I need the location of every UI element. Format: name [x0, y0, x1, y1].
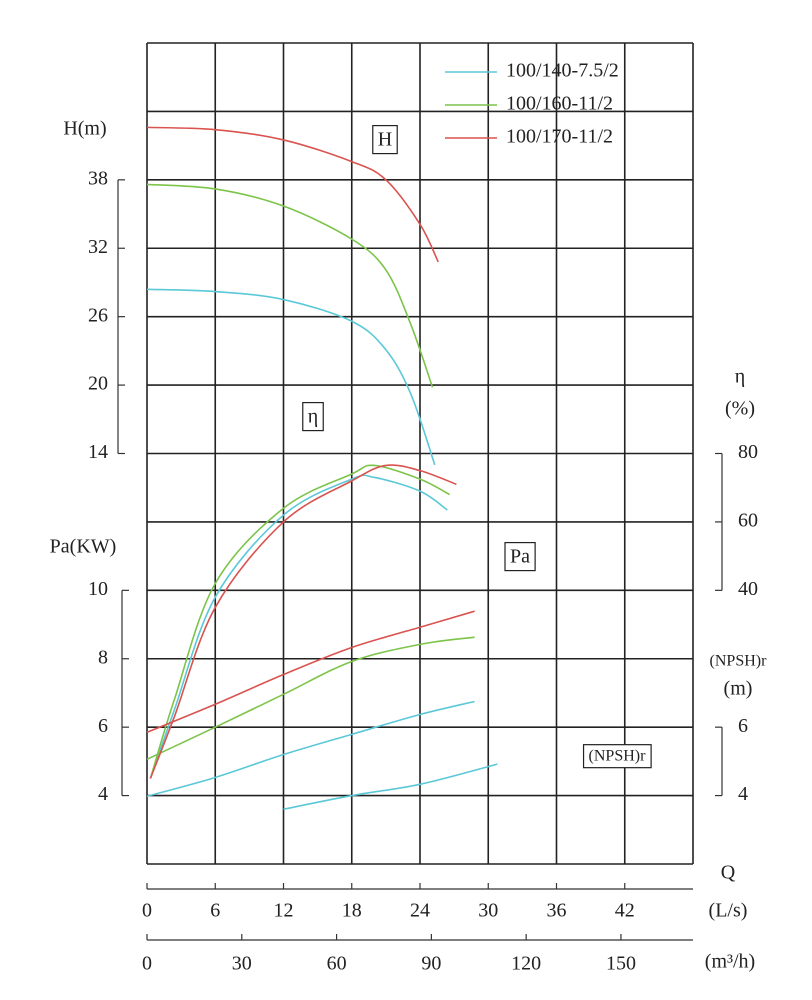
x-tick-label: 120 — [511, 953, 541, 975]
legend-label: 100/160-11/2 — [506, 93, 613, 115]
y-tick-label: 26 — [88, 304, 108, 326]
x-tick-label: 18 — [342, 900, 362, 922]
annotation-box — [302, 401, 324, 432]
x-axis-unit: (L/s) — [709, 900, 748, 922]
y-tick-label: 32 — [88, 236, 108, 258]
y-tick-label: 38 — [88, 167, 108, 189]
x-tick-label: 0 — [142, 900, 152, 922]
y-tick-label: 14 — [88, 441, 108, 463]
curve — [146, 636, 475, 761]
x-tick-label: 36 — [547, 900, 567, 922]
annotation: (NPSH)r — [589, 748, 647, 765]
x-tick-label: 24 — [410, 900, 430, 922]
curve — [149, 464, 457, 779]
y-tick-label: 4 — [738, 783, 748, 805]
annotation-box — [372, 124, 398, 155]
x-tick-label: 60 — [327, 953, 347, 975]
y-tick-label: 6 — [738, 715, 748, 737]
x-tick-label: 12 — [274, 900, 294, 922]
curve — [283, 763, 498, 811]
x-axis-label: Q — [721, 862, 736, 884]
y2-axis-label: η — [735, 366, 745, 388]
x-tick-label: 30 — [232, 953, 252, 975]
y4-axis-unit: (m) — [724, 678, 753, 700]
y3-axis-label: Pa(KW) — [50, 536, 117, 558]
annotation-box — [582, 744, 652, 769]
y4-axis-label: (NPSH)r — [710, 653, 768, 670]
curve — [146, 126, 439, 263]
x-tick-label: 6 — [210, 900, 220, 922]
y-tick-label: 4 — [98, 783, 108, 805]
x-tick-label: 42 — [615, 900, 635, 922]
annotation-box — [504, 541, 536, 572]
y-tick-label: 10 — [88, 578, 108, 600]
y2-axis-unit: (%) — [725, 398, 755, 420]
x-tick-label: 0 — [142, 953, 152, 975]
y-tick-label: 20 — [88, 373, 108, 395]
y-tick-label: 8 — [98, 646, 108, 668]
curve — [146, 700, 475, 798]
y-tick-label: 6 — [98, 715, 108, 737]
y-tick-label: 60 — [738, 510, 758, 532]
curve — [149, 464, 450, 779]
x-tick-label: 30 — [478, 900, 498, 922]
curve — [146, 610, 475, 734]
annotation: H — [378, 129, 392, 151]
y-axis-label: H(m) — [63, 118, 106, 140]
x-tick-label: 90 — [421, 953, 441, 975]
legend-label: 100/170-11/2 — [506, 126, 613, 148]
curve — [146, 288, 436, 466]
legend-label: 100/140-7.5/2 — [506, 60, 619, 82]
y-tick-label: 80 — [738, 441, 758, 463]
x-tick-label: 150 — [606, 953, 636, 975]
y-tick-label: 40 — [738, 578, 758, 600]
x2-axis-label: (m³/h) — [705, 951, 755, 973]
annotation: Pa — [510, 546, 530, 568]
curve — [146, 183, 434, 388]
curve — [149, 474, 448, 779]
annotation: η — [308, 406, 318, 428]
